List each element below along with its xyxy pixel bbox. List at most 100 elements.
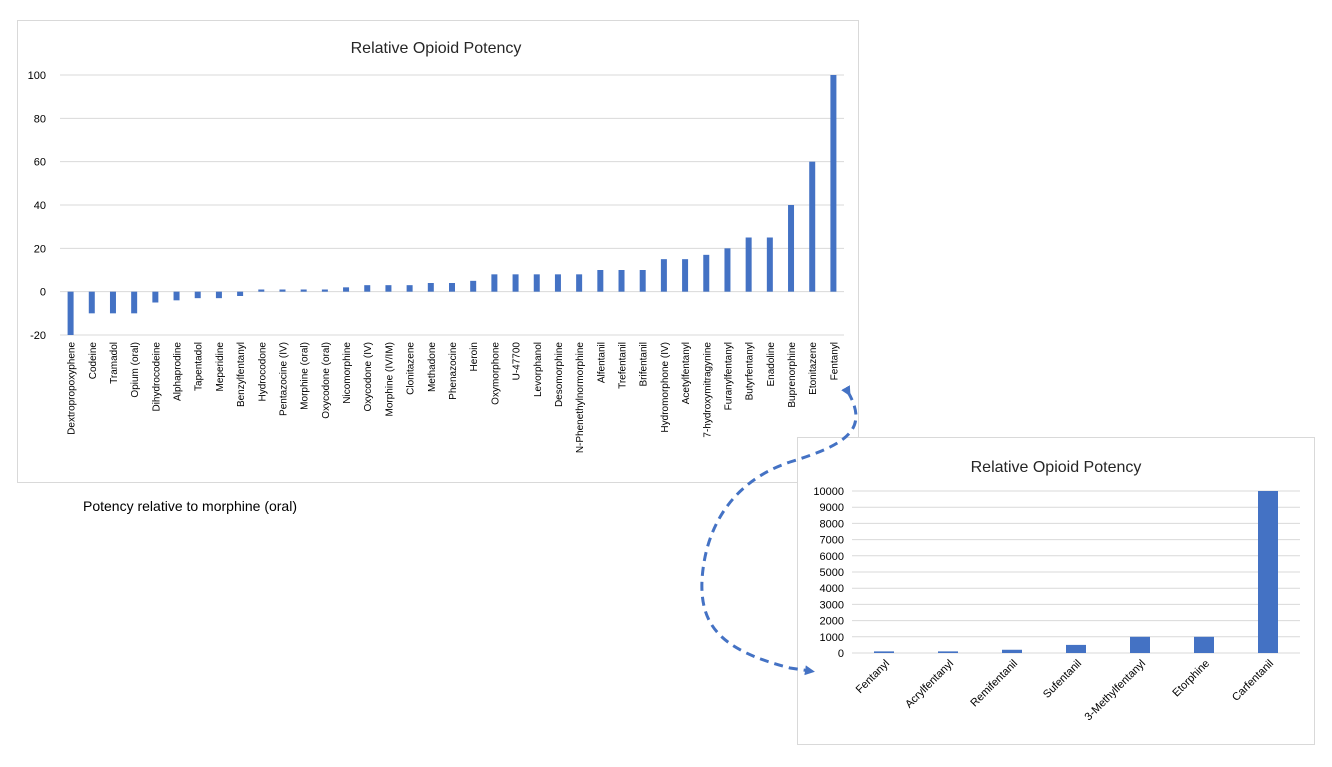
chart2-bar	[938, 651, 958, 653]
chart2-xtick-label: Carfentanil	[1230, 658, 1276, 704]
chart2-ytick-label: 4000	[820, 583, 844, 595]
chart1-xtick-label: Dextropropoxyphene	[67, 342, 78, 435]
chart1-xtick-label: Methadone	[427, 342, 438, 392]
chart1-bar	[660, 259, 667, 292]
chart1-bar	[173, 291, 180, 301]
chart1-ytick-label: 20	[34, 243, 46, 255]
chart1-xtick-label: Tramadol	[109, 342, 120, 384]
chart1-xtick-label: Nicomorphine	[342, 342, 353, 404]
potency-chart-main: Relative Opioid Potency -20 0 20 40 60 80 100 De…	[17, 20, 859, 483]
chart1-xtick-label: Alphaprodine	[173, 342, 184, 401]
chart2-bar	[1258, 491, 1278, 653]
chart1-title: Relative Opioid Potency	[351, 40, 522, 57]
chart1-bar	[152, 291, 159, 303]
chart2-ytick-label: 2000	[820, 616, 844, 628]
chart1-xtick-label: Brifentanil	[639, 342, 650, 386]
chart2-ytick-label: 5000	[820, 567, 844, 579]
chart1-xtick-label: U-47700	[512, 342, 523, 381]
chart2-xtick-label: Fentanyl	[854, 658, 892, 696]
chart2-ytick-label: 10000	[813, 486, 844, 498]
chart1-bar	[215, 291, 222, 299]
chart1-xtick-label: Benzylfentanyl	[236, 342, 247, 407]
chart1-bar	[830, 75, 837, 292]
chart1-xtick-label: Desomorphine	[554, 342, 565, 407]
chart2-xtick-label: Sufentanil	[1041, 658, 1084, 701]
chart2-title: Relative Opioid Potency	[971, 459, 1142, 476]
chart2-ytick-label: 0	[838, 648, 844, 660]
potency-note: Potency relative to morphine (oral)	[83, 498, 297, 514]
chart1-bar	[809, 161, 816, 292]
chart1-xtick-label: Fentanyl	[829, 342, 840, 380]
chart1-xtick-label: Furanylfentanyl	[723, 342, 734, 410]
chart1-bar	[554, 274, 561, 292]
chart1-ytick-label: 0	[40, 287, 46, 299]
chart2-xtick-label: Etorphine	[1170, 658, 1212, 700]
chart1-xtick-label: Trefentanil	[618, 342, 629, 389]
chart2-ytick-label: 1000	[820, 632, 844, 644]
chart1-xtick-label: Morphine (oral)	[300, 342, 311, 410]
chart1-ytick-label: 100	[28, 70, 46, 82]
potency-chart-main-svg: Relative Opioid Potency -20 0 20 40 60 80 100 De…	[28, 40, 844, 453]
chart1-bar	[364, 285, 371, 292]
chart2-ytick-label: 9000	[820, 502, 844, 514]
chart1-xtick-label: Tapentadol	[194, 342, 205, 391]
chart1-xtick-label: Hydrocodone	[257, 342, 268, 402]
potency-chart-inset-svg: Relative Opioid Potency 0 1000 2000 3000 4000…	[813, 459, 1300, 724]
chart1-bar	[766, 237, 773, 292]
chart2-bar	[1066, 644, 1086, 653]
chart1-bar	[88, 291, 95, 314]
chart1-xtick-label: Phenazocine	[448, 342, 459, 400]
chart1-xtick-label: Dihydrocodeine	[151, 342, 162, 412]
chart1-ytick-label: -20	[30, 330, 46, 342]
chart1-xtick-label: Heroin	[469, 342, 480, 371]
chart1-bar	[491, 274, 498, 292]
chart1-bar	[597, 270, 604, 292]
chart2-bar	[1194, 636, 1214, 653]
chart1-bar	[427, 283, 434, 292]
chart1-xtick-label: Oxycodone (IV)	[363, 342, 374, 411]
chart1-xtick-label: Opium (oral)	[130, 342, 141, 398]
chart1-bar	[618, 270, 625, 292]
chart1-xtick-label: Butyrfentanyl	[745, 342, 756, 400]
chart2-ytick-label: 7000	[820, 535, 844, 547]
chart1-xtick-label: Oxycodone (oral)	[321, 342, 332, 419]
chart1-bar	[533, 274, 540, 292]
chart1-xtick-label: Morphine (IV/IM)	[384, 342, 395, 416]
chart1-xtick-label: Clonitazene	[406, 342, 417, 395]
chart2-ytick-label: 8000	[820, 518, 844, 530]
chart1-ytick-label: 60	[34, 157, 46, 169]
chart2-ytick-label: 6000	[820, 551, 844, 563]
chart1-bar	[703, 254, 710, 292]
chart1-bar	[194, 291, 201, 299]
chart2-xtick-label: Remifentanil	[968, 658, 1020, 710]
chart1-bar	[788, 205, 795, 292]
chart1-ytick-label: 40	[34, 200, 46, 212]
chart1-bar	[67, 291, 74, 335]
chart1-bar	[682, 259, 689, 292]
chart1-xtick-label: Oxymorphone	[490, 342, 501, 405]
chart2-bar	[1130, 636, 1150, 653]
chart2-xtick-label: Acrylfentanyl	[903, 658, 956, 711]
chart1-bar	[470, 280, 477, 292]
potency-chart-inset: Relative Opioid Potency 0 1000 2000 3000 4000…	[797, 437, 1315, 745]
chart2-xtick-label: 3-Methylfentanyl	[1083, 658, 1149, 724]
chart1-bar	[576, 274, 583, 292]
chart1-bar	[406, 285, 413, 292]
chart1-xtick-label: 7-hydroxymitragynine	[702, 342, 713, 438]
chart1-bar	[449, 283, 455, 292]
chart1-xtick-label: Codeine	[88, 342, 99, 380]
chart1-xtick-label: Hydromorphone (IV)	[660, 342, 671, 433]
chart1-xtick-label: Meperidine	[215, 342, 226, 392]
chart1-bar	[237, 291, 244, 296]
chart1-bar	[109, 291, 116, 314]
chart1-bar	[321, 289, 328, 292]
chart1-xtick-label: Acetylfentanyl	[681, 342, 692, 404]
chart1-bar	[385, 285, 392, 292]
chart1-bar	[258, 289, 265, 292]
chart1-bar	[300, 289, 307, 292]
chart1-xtick-label: Levorphanol	[533, 342, 544, 397]
chart1-bar	[745, 237, 752, 292]
chart2-bar	[1002, 649, 1022, 653]
chart1-bar	[279, 289, 286, 292]
chart1-bar	[512, 274, 519, 292]
